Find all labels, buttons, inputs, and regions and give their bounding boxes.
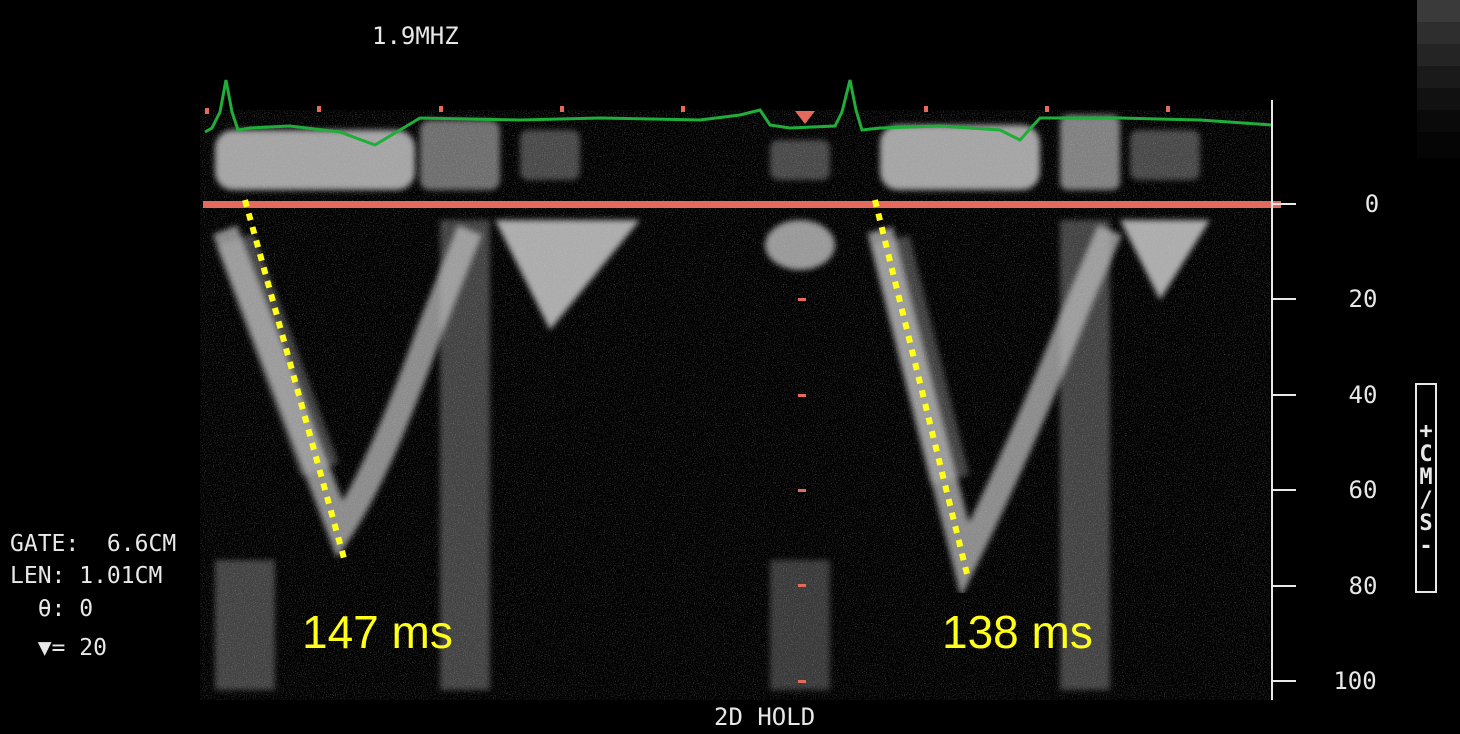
tick-label: 40 [1349,381,1378,409]
marker-setting: ▼= 20 [10,635,107,661]
velocity-tick-labels: 0 20 40 60 80 100 [1333,190,1379,695]
sample-marker-icon [795,111,815,124]
tick-label: 60 [1349,476,1378,504]
ecg-trace [204,79,1273,147]
frequency-label: 1.9MHZ [372,22,459,50]
time-markers [205,106,1170,683]
mode-label: 2D HOLD [714,703,815,731]
measure-line-right [872,199,971,579]
right-measurement: 138 ms [942,606,1093,658]
tick-label: 80 [1349,572,1378,600]
angle-setting: θ: 0 [10,596,93,622]
velocity-scale [1271,100,1296,700]
spectral-signal [200,110,1270,700]
tick-label: 100 [1333,667,1376,695]
len-setting: LEN: 1.01CM [10,563,162,589]
measure-line-left [242,199,348,563]
tick-label: 20 [1349,285,1378,313]
left-measurement: 147 ms [302,606,453,658]
tick-label: 0 [1365,190,1379,218]
gate-setting: GATE: 6.6CM [10,531,176,557]
settings-panel: GATE: 6.6CM LEN: 1.01CM θ: 0 ▼= 20 [10,531,176,661]
zero-baseline [203,201,1281,208]
velocity-unit-label: +CM/S- [1414,383,1439,593]
